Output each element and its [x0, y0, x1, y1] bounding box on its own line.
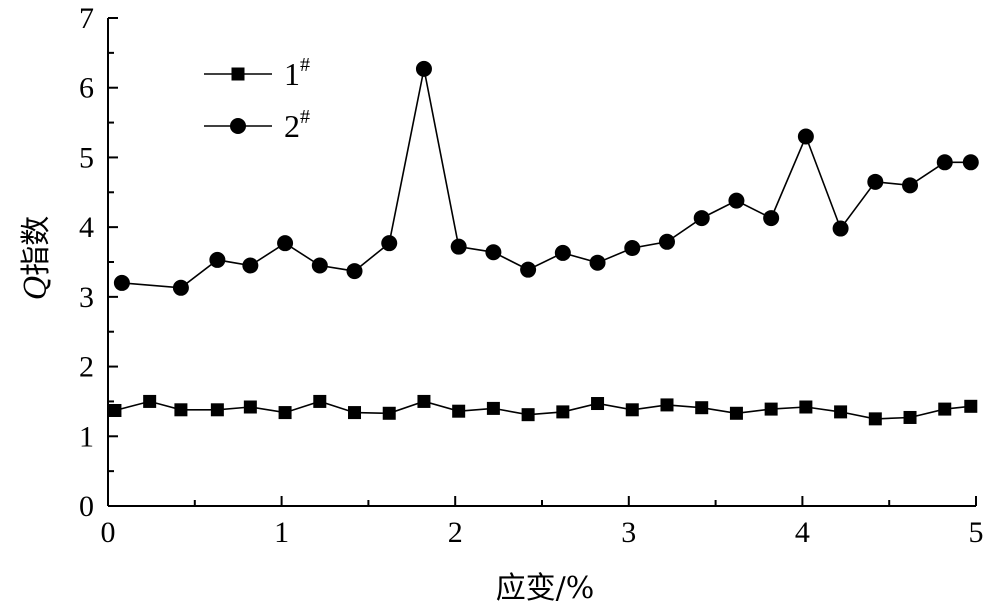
- series-layer: [108, 60, 979, 426]
- svg-text:Q指数: Q指数: [19, 216, 54, 301]
- series-1-point: [417, 394, 431, 408]
- series-2-point: [624, 240, 641, 257]
- series-2-point: [450, 238, 467, 255]
- series-2-point: [415, 60, 432, 77]
- x-tick-label: 2: [448, 516, 463, 549]
- series-1-point: [278, 406, 292, 420]
- series-2-point: [936, 154, 953, 171]
- series-2-point: [763, 210, 780, 227]
- x-tick-label: 1: [274, 516, 289, 549]
- y-axis: 0 1 2 3 4 5 6 7: [79, 2, 118, 523]
- series-1-point: [834, 405, 848, 419]
- series-1: [108, 394, 978, 426]
- series-2-point: [867, 173, 884, 190]
- legend-label: 2#: [284, 106, 310, 144]
- legend-item-1: 1#: [204, 54, 310, 92]
- x-axis: 0 1 2 3 4 5: [101, 496, 984, 549]
- series-1-point: [348, 406, 362, 420]
- legend: 1#2#: [204, 54, 310, 144]
- series-2-point: [381, 235, 398, 252]
- series-1-point: [313, 394, 327, 408]
- legend-label: 1#: [284, 54, 310, 92]
- x-tick-label: 3: [621, 516, 636, 549]
- legend-label-superscript: #: [300, 54, 310, 76]
- series-1-point: [625, 403, 639, 417]
- series-1-point: [243, 400, 257, 414]
- series-1-point: [764, 402, 778, 416]
- x-tick-label: 5: [969, 516, 984, 549]
- series-1-point: [695, 401, 709, 415]
- series-2-point: [962, 154, 979, 171]
- y-tick-label: 5: [79, 141, 94, 174]
- series-1-point: [868, 412, 882, 426]
- y-tick-label: 1: [79, 420, 94, 453]
- series-2-point: [554, 244, 571, 261]
- legend-label-name: 2: [284, 108, 300, 144]
- y-tick-label: 0: [79, 490, 94, 523]
- series-2-point: [728, 192, 745, 209]
- legend-marker: [230, 118, 246, 134]
- series-2-point: [902, 177, 919, 194]
- series-2-point: [832, 220, 849, 237]
- series-1-point: [108, 403, 122, 417]
- series-2-point: [172, 279, 189, 296]
- series-1-point: [174, 403, 188, 417]
- y-tick-label: 4: [79, 211, 94, 244]
- y-tick-label: 3: [79, 281, 94, 314]
- series-1-point: [521, 408, 535, 422]
- legend-label-superscript: #: [300, 106, 310, 128]
- legend-marker: [231, 67, 245, 81]
- series-2-point: [485, 244, 502, 261]
- y-tick-label: 2: [79, 351, 94, 384]
- y-axis-title-symbol: Q: [19, 276, 54, 301]
- series-1-point: [938, 402, 952, 416]
- series-2-point: [589, 254, 606, 271]
- series-1-point: [452, 404, 466, 418]
- series-2-point: [209, 251, 226, 268]
- series-2-point: [693, 210, 710, 227]
- series-1-point: [729, 406, 743, 420]
- series-2-line: [121, 68, 971, 289]
- series-1-point: [210, 403, 224, 417]
- x-tick-label: 4: [795, 516, 810, 549]
- series-1-point: [486, 401, 500, 415]
- y-tick-label: 6: [79, 72, 94, 105]
- x-tick-label: 0: [101, 516, 116, 549]
- series-2-point: [658, 233, 675, 250]
- series-2-point: [520, 261, 537, 278]
- series-1-point: [799, 400, 813, 414]
- y-tick-label: 7: [79, 2, 94, 35]
- series-1-point: [591, 397, 605, 411]
- series-1-point: [382, 406, 396, 420]
- legend-label-name: 1: [284, 56, 300, 92]
- series-2-point: [346, 263, 363, 280]
- x-axis-title: 应变/%: [496, 571, 595, 606]
- series-2-point: [113, 274, 130, 291]
- series-1-point: [903, 410, 917, 424]
- y-axis-title: Q指数: [19, 216, 54, 301]
- series-1-point: [660, 398, 674, 412]
- y-axis-title-text: 指数: [19, 216, 54, 276]
- series-2-point: [797, 128, 814, 145]
- series-2-point: [277, 235, 294, 252]
- series-1-point: [964, 399, 978, 413]
- legend-item-2: 2#: [204, 106, 310, 144]
- series-1-point: [556, 405, 570, 419]
- series-1-point: [143, 394, 157, 408]
- series-2: [113, 60, 979, 296]
- series-2-point: [242, 257, 259, 274]
- series-2-point: [311, 257, 328, 274]
